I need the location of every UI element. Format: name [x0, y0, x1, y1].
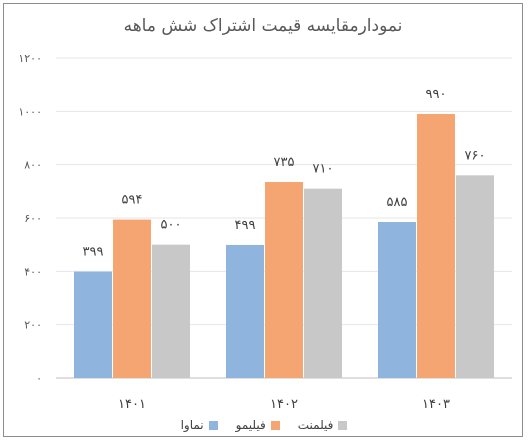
bar [456, 175, 494, 378]
legend-item: فیلیمو [236, 418, 280, 432]
legend-label: نماوا [180, 418, 204, 432]
legend-swatch [338, 420, 348, 430]
legend: نماوا فیلیمو فیلمنت [4, 418, 524, 433]
bar [113, 219, 151, 378]
data-label: ۹۹۰ [426, 87, 447, 102]
legend-swatch [270, 420, 280, 430]
bar [152, 244, 190, 378]
bar [74, 271, 112, 378]
y-tick-label: ۲۰۰ [24, 319, 42, 332]
bar [304, 188, 342, 378]
y-tick-label: ۱۰۰۰ [18, 105, 42, 118]
x-tick-label: ۱۴۰۱ [118, 397, 146, 412]
data-label: ۷۶۰ [465, 148, 486, 163]
data-label: ۷۱۰ [313, 162, 334, 177]
legend-swatch [208, 420, 218, 430]
data-label: ۷۳۵ [274, 155, 295, 170]
data-label: ۴۹۹ [235, 218, 256, 233]
legend-label: فیلمنت [297, 418, 334, 432]
data-label: ۵۰۰ [161, 218, 182, 233]
chart-title: نمودارمقایسه قیمت اشتراک شش ماهه [123, 16, 403, 36]
y-tick-label: ۰ [36, 372, 42, 385]
data-label: ۳۹۹ [83, 245, 104, 260]
bar [378, 222, 416, 378]
x-tick-label: ۱۴۰۲ [270, 397, 298, 412]
y-tick-label: ۱۲۰۰ [18, 52, 42, 65]
y-tick-label: ۴۰۰ [24, 265, 42, 278]
bar [226, 244, 264, 378]
y-tick-label: ۸۰۰ [24, 159, 42, 172]
plot-area: ۰ ۲۰۰ ۴۰۰ ۶۰۰ ۸۰۰ ۱۰۰۰ ۱۲۰۰ ۳۹۹ ۵۹۴ ۵۰۰ ۱۴۰۱ ۴۹۹ ۷۳۵… [18, 52, 512, 412]
bar [265, 182, 303, 378]
legend-item: فیلمنت [298, 418, 348, 432]
chart-frame: نمودارمقایسه قیمت اشتراک شش ماهه ۰ ۲۰۰ ۴۰۰… [3, 3, 523, 437]
bar [417, 114, 455, 378]
y-tick-label: ۶۰۰ [24, 212, 42, 225]
data-label: ۵۹۴ [122, 193, 143, 208]
data-label: ۵۸۵ [387, 195, 408, 210]
legend-label: فیلیمو [235, 418, 266, 432]
x-tick-label: ۱۴۰۳ [422, 397, 450, 412]
legend-item: نماوا [181, 418, 218, 432]
